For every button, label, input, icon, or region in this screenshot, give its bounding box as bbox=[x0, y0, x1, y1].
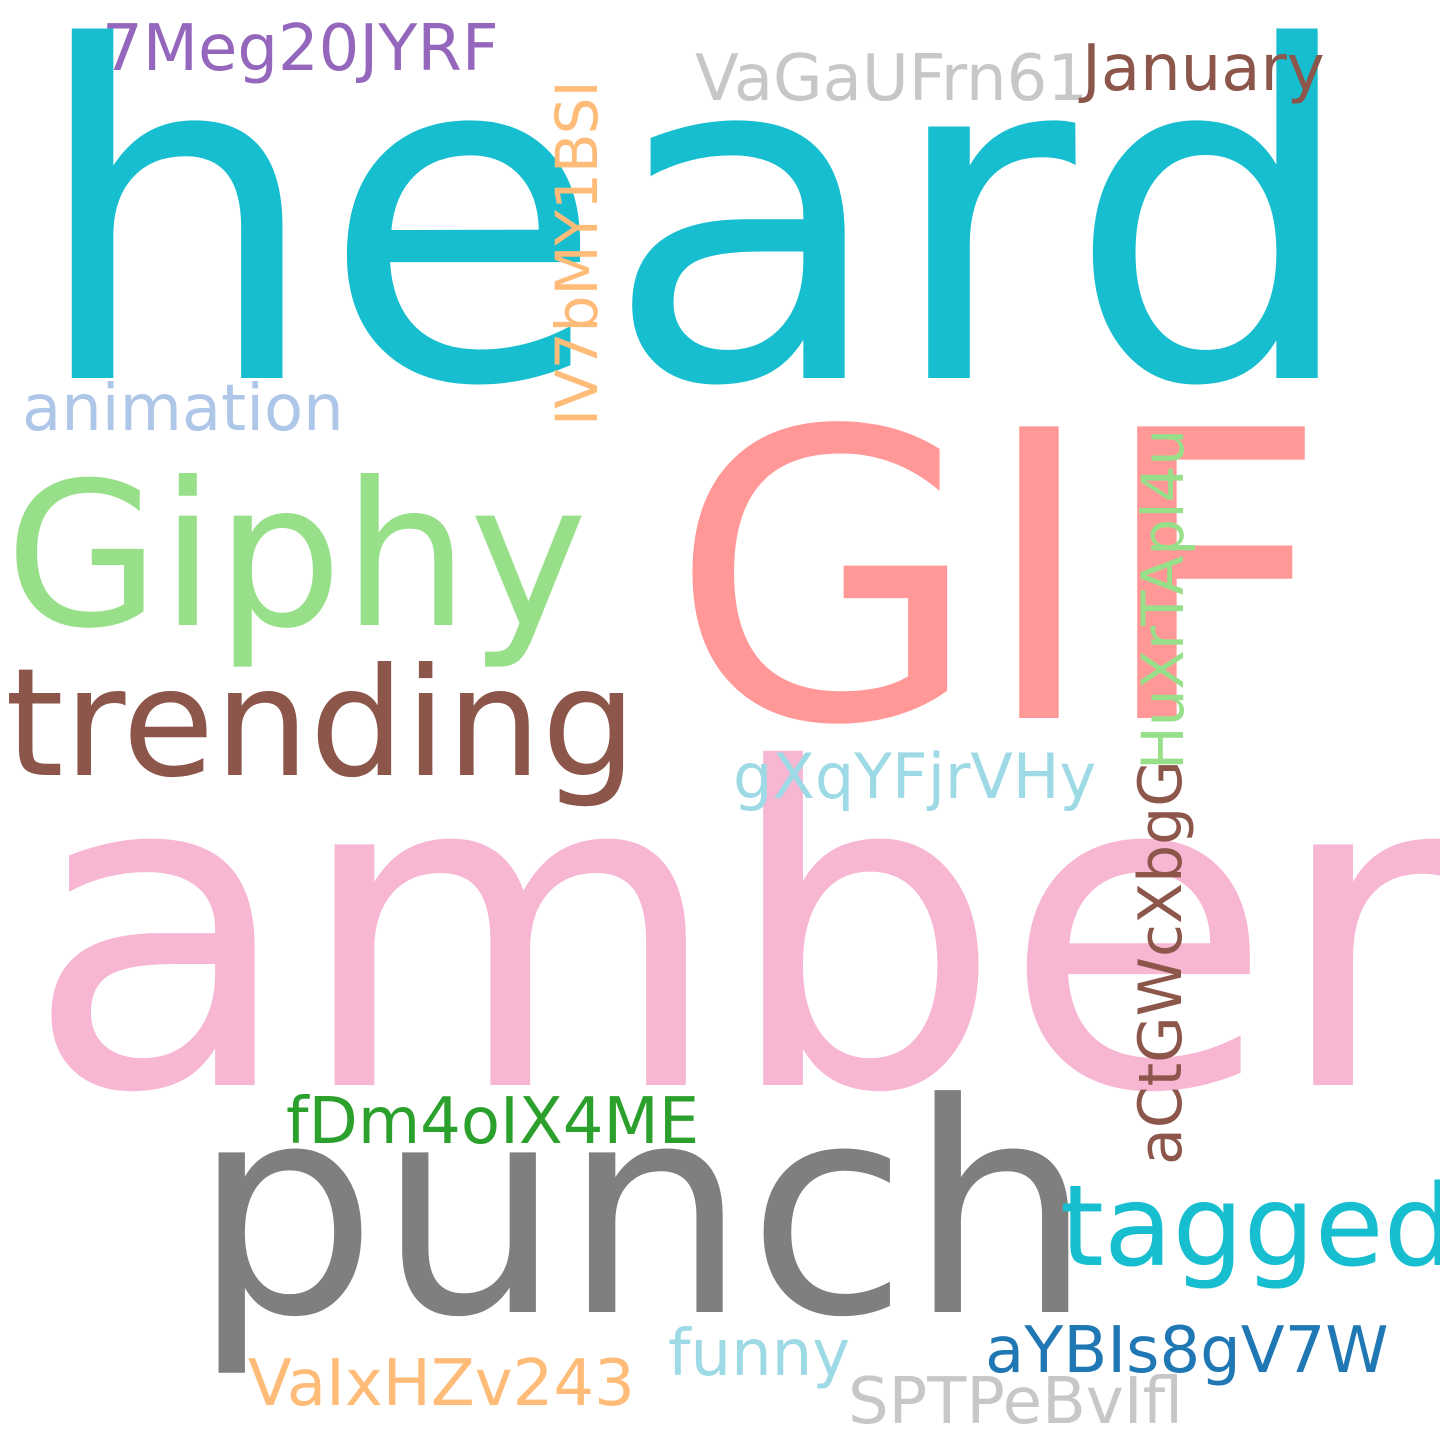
word-actgwcxbgg: aCtGWcXbgG bbox=[1126, 760, 1196, 1165]
word-funny: funny bbox=[668, 1317, 850, 1391]
word-7meg20jyrf: 7Meg20JYRF bbox=[102, 12, 499, 86]
word-huxrtapl4u: HuXrTApl4u bbox=[1129, 429, 1197, 770]
word-iv7bmy1bsi: IV7bMY1BSI bbox=[543, 80, 611, 426]
word-punch: punch bbox=[192, 1041, 1093, 1381]
word-fdm4oix4me: fDm4oIX4ME bbox=[286, 1085, 699, 1159]
word-gif: GIF bbox=[670, 348, 1328, 813]
word-trending: trending bbox=[5, 637, 637, 811]
word-vagaufrn61: VaGaUFrn61 bbox=[695, 42, 1088, 116]
word-gxqyfjrvhy: gXqYFjrVHy bbox=[733, 740, 1096, 813]
word-aybis8gv7w: aYBIs8gV7W bbox=[985, 1314, 1389, 1388]
word-heard: heard bbox=[30, 0, 1359, 487]
word-january: January bbox=[1078, 32, 1325, 106]
word-vaixhzv243: VaIxHZv243 bbox=[248, 1347, 635, 1421]
word-giphy: Giphy bbox=[5, 440, 588, 673]
word-tagged: tagged bbox=[1060, 1162, 1440, 1292]
word-sptpebvifl: SPTPeBvIfl bbox=[848, 1365, 1183, 1439]
word-animation: animation bbox=[22, 372, 344, 446]
word-amber: amber bbox=[25, 677, 1440, 1189]
